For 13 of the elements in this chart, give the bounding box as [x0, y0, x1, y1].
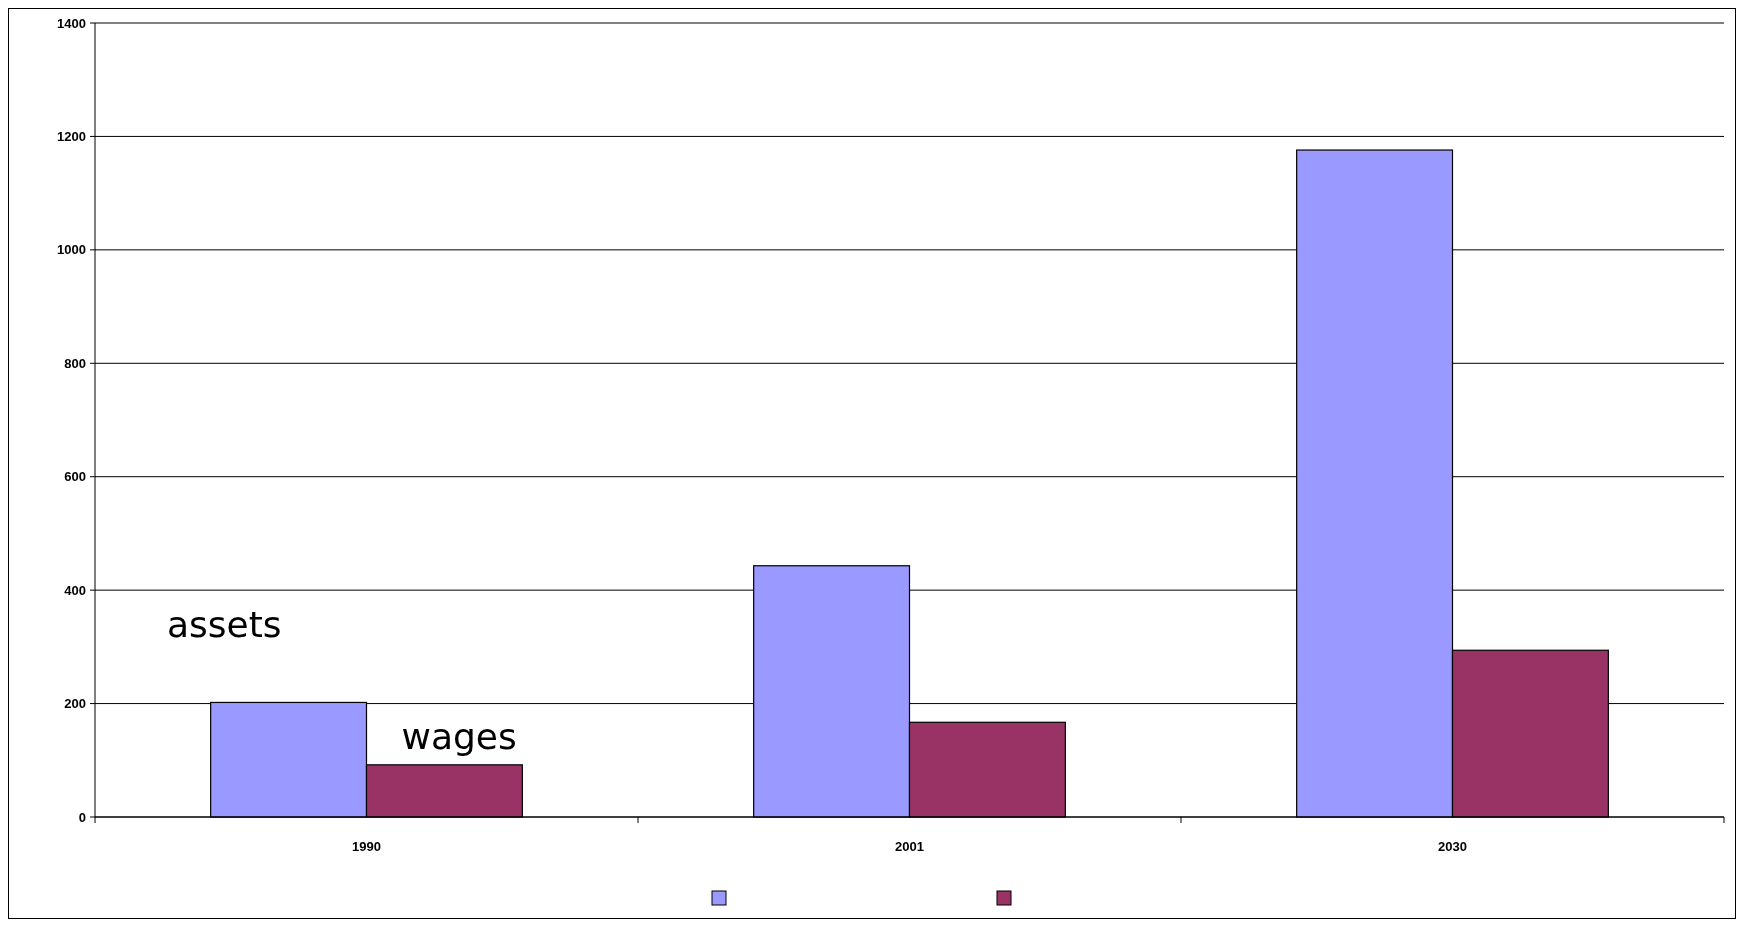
y-tick-label: 1400 [57, 15, 86, 31]
y-tick-label: 0 [78, 809, 86, 825]
y-tick-label: 400 [64, 582, 86, 598]
series-label: wages [401, 715, 517, 757]
y-tick-label: 1200 [57, 128, 86, 144]
x-tick-label: 2001 [895, 839, 924, 854]
series-label: assets [167, 603, 282, 645]
y-tick-label: 200 [64, 696, 86, 712]
y-tick-label: 600 [64, 469, 86, 485]
x-tick-label: 1990 [352, 839, 381, 854]
y-tick-label: 1000 [57, 242, 86, 258]
y-tick-label: 800 [64, 355, 86, 371]
x-tick-label: 2030 [1438, 839, 1467, 854]
